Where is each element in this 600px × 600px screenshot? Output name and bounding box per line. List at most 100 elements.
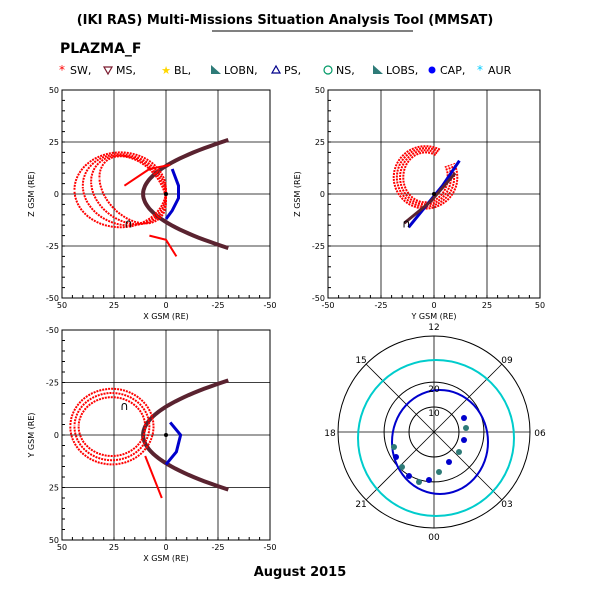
x-tick-label: -25 bbox=[211, 301, 224, 310]
legend-label: CAP, bbox=[440, 64, 465, 77]
legend-symbol: * bbox=[477, 63, 483, 77]
legend-item-cap: CAP, bbox=[428, 64, 465, 77]
y-tick-label: 50 bbox=[49, 536, 59, 545]
x-tick-label: 0 bbox=[163, 543, 168, 552]
polar-spoke bbox=[365, 363, 435, 433]
boundary-curve bbox=[141, 378, 229, 492]
y-tick-label: -25 bbox=[46, 379, 59, 388]
mlt-label: 12 bbox=[428, 323, 439, 333]
polar-track-point bbox=[399, 464, 405, 470]
orbit-trace bbox=[77, 396, 147, 457]
orbit-trace bbox=[73, 151, 167, 229]
mlt-label: 09 bbox=[501, 356, 513, 366]
legend-label: LOBN, bbox=[224, 64, 258, 77]
instrument-label: PLAZMA_F bbox=[60, 41, 142, 57]
mlt-label: 06 bbox=[534, 429, 546, 439]
x-tick-label: 0 bbox=[163, 301, 168, 310]
legend-item-lobn: LOBN, bbox=[211, 64, 258, 77]
boundary-curve bbox=[141, 137, 229, 251]
legend-label: AUR bbox=[488, 64, 512, 77]
plot-area: ∩ bbox=[69, 378, 229, 499]
legend-label: PS, bbox=[284, 64, 301, 77]
plot-area: ∩ bbox=[392, 145, 461, 230]
x-tick-label: 0 bbox=[431, 301, 436, 310]
legend-label: MS, bbox=[116, 64, 136, 77]
y-tick-label: 0 bbox=[54, 431, 59, 440]
legend: * SW, MS, ★ BL, LOBN, PS, NS, LOBS, CAP, * AUR bbox=[59, 63, 512, 77]
inner-track bbox=[164, 421, 183, 466]
earth-marker bbox=[432, 192, 436, 196]
inner-track bbox=[164, 168, 180, 220]
x-tick-label: -25 bbox=[374, 301, 387, 310]
orbit-trace bbox=[149, 234, 178, 257]
x-tick-label: -50 bbox=[263, 301, 276, 310]
polar-track-point bbox=[393, 454, 399, 460]
orbit-trace bbox=[392, 145, 459, 210]
legend-item-sw: * SW, bbox=[59, 63, 91, 77]
x-axis-label: X GSM (RE) bbox=[143, 554, 189, 563]
boundary-curve bbox=[403, 172, 457, 225]
polar-track-point bbox=[446, 459, 452, 465]
legend-label: BL, bbox=[174, 64, 191, 77]
orbit-trace bbox=[98, 155, 167, 225]
y-tick-label: -50 bbox=[46, 294, 59, 303]
orbit-trace bbox=[399, 149, 453, 206]
orbit-trace bbox=[69, 387, 155, 466]
orbit-trace bbox=[395, 147, 456, 208]
x-tick-label: 50 bbox=[57, 301, 67, 310]
legend-label: NS, bbox=[336, 64, 355, 77]
y-tick-label: 50 bbox=[49, 86, 59, 95]
y-axis-label: Z GSM (RE) bbox=[27, 171, 36, 217]
legend-symbol bbox=[211, 65, 221, 74]
x-tick-label: 25 bbox=[109, 543, 119, 552]
mlt-label: 21 bbox=[355, 500, 366, 510]
plot-area: ∩ bbox=[73, 137, 229, 257]
y-tick-label: 25 bbox=[49, 138, 59, 147]
orbit-trace bbox=[73, 392, 151, 462]
mlt-label: 15 bbox=[355, 356, 366, 366]
y-tick-label: 0 bbox=[320, 190, 325, 199]
orbit-trace bbox=[402, 151, 449, 204]
legend-item-ps: PS, bbox=[270, 64, 301, 77]
polar-track-point bbox=[463, 425, 469, 431]
x-axis-label: Y GSM (RE) bbox=[410, 312, 456, 321]
legend-symbol: ★ bbox=[161, 64, 171, 77]
x-tick-label: 50 bbox=[535, 301, 545, 310]
legend-symbol bbox=[102, 66, 114, 76]
panel-2: -50 -25 0 25 50 50 25 0 -25 -50 Y GSM (RE) Z GSM (R… bbox=[293, 86, 545, 321]
x-tick-label: 25 bbox=[109, 301, 119, 310]
legend-label: SW, bbox=[70, 64, 91, 77]
polar-track-point bbox=[456, 449, 462, 455]
polar-track-point bbox=[426, 477, 432, 483]
y-tick-label: -25 bbox=[46, 242, 59, 251]
polar-spoke bbox=[433, 431, 503, 501]
y-tick-label: -50 bbox=[312, 294, 325, 303]
legend-symbol bbox=[323, 65, 333, 75]
mlt-label: 00 bbox=[428, 533, 440, 543]
legend-item-bl: ★ BL, bbox=[161, 64, 191, 77]
polar-track-point bbox=[461, 437, 467, 443]
x-tick-label: 25 bbox=[482, 301, 492, 310]
y-tick-label: -50 bbox=[46, 326, 59, 335]
x-tick-label: -25 bbox=[211, 543, 224, 552]
polar-cap-oval bbox=[391, 389, 489, 495]
orbit-trace bbox=[144, 455, 163, 499]
mlt-label: 03 bbox=[501, 500, 512, 510]
ring-label: 10 bbox=[428, 409, 440, 419]
polar-track-point bbox=[416, 479, 422, 485]
y-tick-label: 25 bbox=[49, 484, 59, 493]
legend-item-ms: MS, bbox=[102, 64, 136, 77]
legend-symbol: * bbox=[59, 63, 65, 77]
y-axis-label: Y GSM (RE) bbox=[27, 412, 36, 458]
x-axis-label: X GSM (RE) bbox=[143, 312, 189, 321]
earth-marker bbox=[164, 433, 168, 437]
y-tick-label: 50 bbox=[315, 86, 325, 95]
legend-symbol bbox=[373, 65, 383, 74]
panel-3: 50 25 0 -25 -50 -50 -25 0 25 50 X GSM (RE) Y GSM (R… bbox=[27, 326, 277, 563]
polar-track-point bbox=[436, 469, 442, 475]
legend-symbol bbox=[270, 64, 282, 74]
x-tick-label: 50 bbox=[57, 543, 67, 552]
satellite-marker: ∩ bbox=[124, 216, 133, 230]
